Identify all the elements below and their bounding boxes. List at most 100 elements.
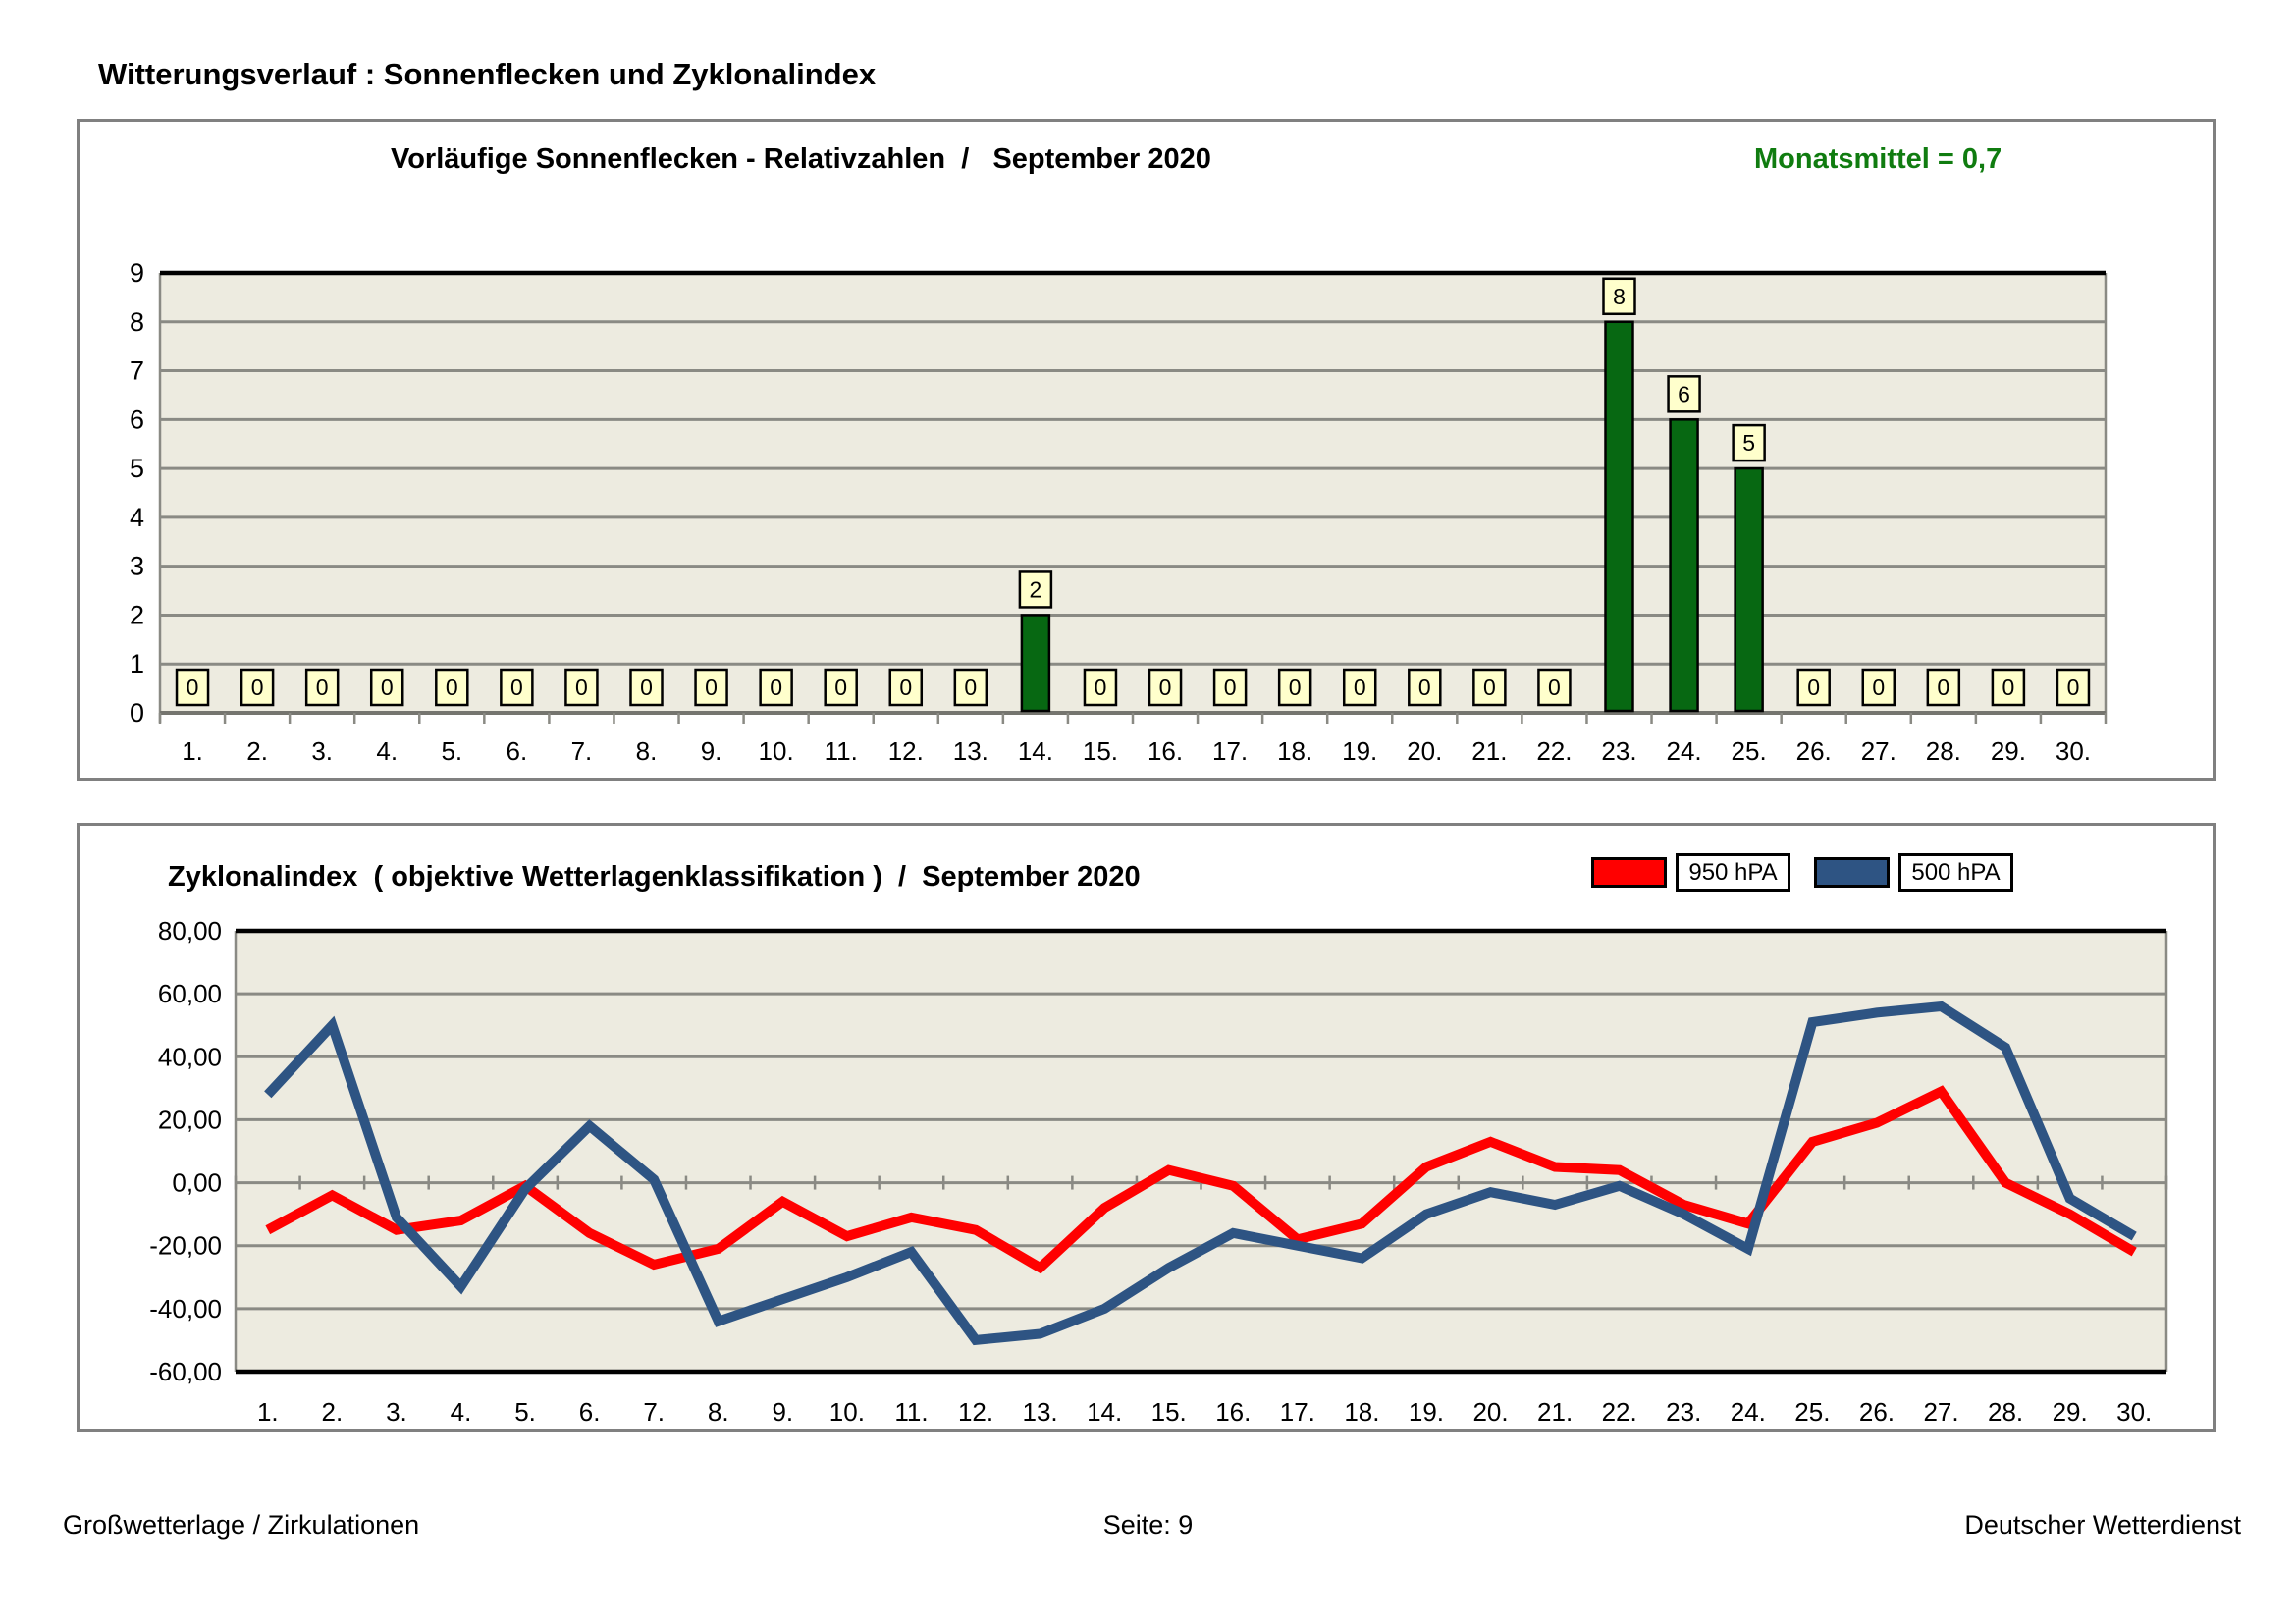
value-label: 0 xyxy=(575,675,588,700)
value-label: 8 xyxy=(1613,284,1626,309)
x-category-label: 19. xyxy=(1409,1397,1444,1427)
legend-entry-500: 500 hPA xyxy=(1814,853,2013,892)
value-box xyxy=(369,668,404,707)
y-tick-label: 20,00 xyxy=(158,1105,222,1134)
y-tick-label: -20,00 xyxy=(149,1231,222,1261)
value-label: 0 xyxy=(1483,675,1496,700)
x-category-label: 14. xyxy=(1018,736,1053,766)
x-category-label: 4. xyxy=(376,736,398,766)
value-box xyxy=(500,668,534,707)
x-category-label: 2. xyxy=(246,736,268,766)
value-label: 0 xyxy=(899,675,912,700)
x-category-label: 1. xyxy=(257,1397,279,1427)
value-box xyxy=(564,668,599,707)
x-category-label: 22. xyxy=(1536,736,1572,766)
value-box xyxy=(1667,375,1701,413)
value-label: 2 xyxy=(1030,576,1042,602)
value-box xyxy=(1861,668,1896,707)
value-box xyxy=(888,668,924,707)
value-label: 0 xyxy=(1937,675,1949,700)
page-title: Witterungsverlauf : Sonnenflecken und Zy… xyxy=(98,57,877,91)
y-tick-label: 9 xyxy=(130,258,144,288)
x-category-label: 7. xyxy=(643,1397,665,1427)
sunspot-bar-chart: 0 1 2 3 4 5 6 7 8 9 0 1. 0 2. 0 3. 0 4. 0 5. 0 6. 0 7. 0 8. 0 9. 0 10… xyxy=(130,258,2108,766)
value-label: 0 xyxy=(316,675,329,700)
x-category-label: 1. xyxy=(182,736,203,766)
value-box xyxy=(1732,423,1766,462)
x-category-label: 23. xyxy=(1666,1397,1701,1427)
x-category-label: 8. xyxy=(636,736,658,766)
x-category-label: 30. xyxy=(2056,736,2091,766)
x-category-label: 10. xyxy=(759,736,794,766)
y-tick-label: 2 xyxy=(130,600,144,629)
x-category-label: 29. xyxy=(1991,736,2026,766)
x-category-label: 30. xyxy=(2116,1397,2152,1427)
value-label: 0 xyxy=(964,675,977,700)
value-box xyxy=(1342,668,1377,707)
value-box xyxy=(240,668,275,707)
x-category-label: 17. xyxy=(1212,736,1248,766)
value-box xyxy=(1602,277,1636,316)
x-category-label: 28. xyxy=(1926,736,1961,766)
x-category-label: 29. xyxy=(2053,1397,2088,1427)
y-tick-label: 3 xyxy=(130,552,144,581)
value-box xyxy=(1537,668,1572,707)
x-category-label: 12. xyxy=(958,1397,993,1427)
x-category-label: 21. xyxy=(1471,736,1507,766)
x-category-label: 26. xyxy=(1796,736,1832,766)
value-label: 0 xyxy=(1224,675,1237,700)
value-label: 0 xyxy=(1807,675,1820,700)
value-box xyxy=(1991,668,2026,707)
x-category-label: 13. xyxy=(1023,1397,1058,1427)
footer-left: Großwetterlage / Zirkulationen xyxy=(63,1510,420,1540)
y-tick-label: 40,00 xyxy=(158,1042,222,1071)
y-tick-label: 0 xyxy=(130,698,144,728)
legend-entry-950: 950 hPA xyxy=(1591,853,1790,892)
legend-swatch-950-icon xyxy=(1591,857,1667,888)
value-label: 0 xyxy=(1354,675,1366,700)
x-category-label: 23. xyxy=(1601,736,1636,766)
x-category-label: 12. xyxy=(888,736,924,766)
x-category-label: 20. xyxy=(1472,1397,1508,1427)
x-category-label: 21. xyxy=(1537,1397,1573,1427)
value-label: 0 xyxy=(1159,675,1172,700)
y-tick-label: 7 xyxy=(130,356,144,386)
x-category-label: 3. xyxy=(311,736,333,766)
x-category-label: 6. xyxy=(507,736,528,766)
plot-area xyxy=(236,931,2166,1372)
value-label: 0 xyxy=(1418,675,1431,700)
value-label: 0 xyxy=(1095,675,1107,700)
y-tick-label: -40,00 xyxy=(149,1294,222,1324)
x-category-label: 9. xyxy=(701,736,722,766)
x-category-label: 27. xyxy=(1923,1397,1958,1427)
value-box xyxy=(1277,668,1312,707)
value-box xyxy=(1796,668,1831,707)
value-box xyxy=(1408,668,1442,707)
plot-area xyxy=(160,273,2106,713)
value-box xyxy=(824,668,858,707)
x-category-label: 16. xyxy=(1215,1397,1251,1427)
value-label: 0 xyxy=(1548,675,1561,700)
x-category-label: 4. xyxy=(451,1397,472,1427)
x-category-label: 15. xyxy=(1083,736,1118,766)
x-category-label: 18. xyxy=(1344,1397,1379,1427)
value-box xyxy=(1472,668,1507,707)
x-category-label: 8. xyxy=(708,1397,729,1427)
monthly-mean-annotation: Monatsmittel = 0,7 xyxy=(1754,143,2002,175)
value-label: 5 xyxy=(1742,430,1755,456)
y-tick-label: 4 xyxy=(130,503,144,532)
x-category-label: 11. xyxy=(894,1397,928,1427)
x-category-label: 13. xyxy=(953,736,988,766)
value-box xyxy=(435,668,469,707)
sunspot-chart-title: Vorläufige Sonnenflecken - Relativzahlen… xyxy=(391,143,1211,175)
x-category-label: 28. xyxy=(1988,1397,2023,1427)
x-category-label: 16. xyxy=(1148,736,1183,766)
bar xyxy=(1020,614,1051,713)
x-category-label: 18. xyxy=(1277,736,1312,766)
value-box xyxy=(1148,668,1183,707)
x-category-label: 27. xyxy=(1861,736,1896,766)
sunspot-chart-panel: 0 1 2 3 4 5 6 7 8 9 0 1. 0 2. 0 3. 0 4. 0 5. 0 6. 0 7. 0 8. 0 9. 0 10… xyxy=(77,119,2216,781)
value-box xyxy=(953,668,988,707)
value-label: 0 xyxy=(1289,675,1302,700)
